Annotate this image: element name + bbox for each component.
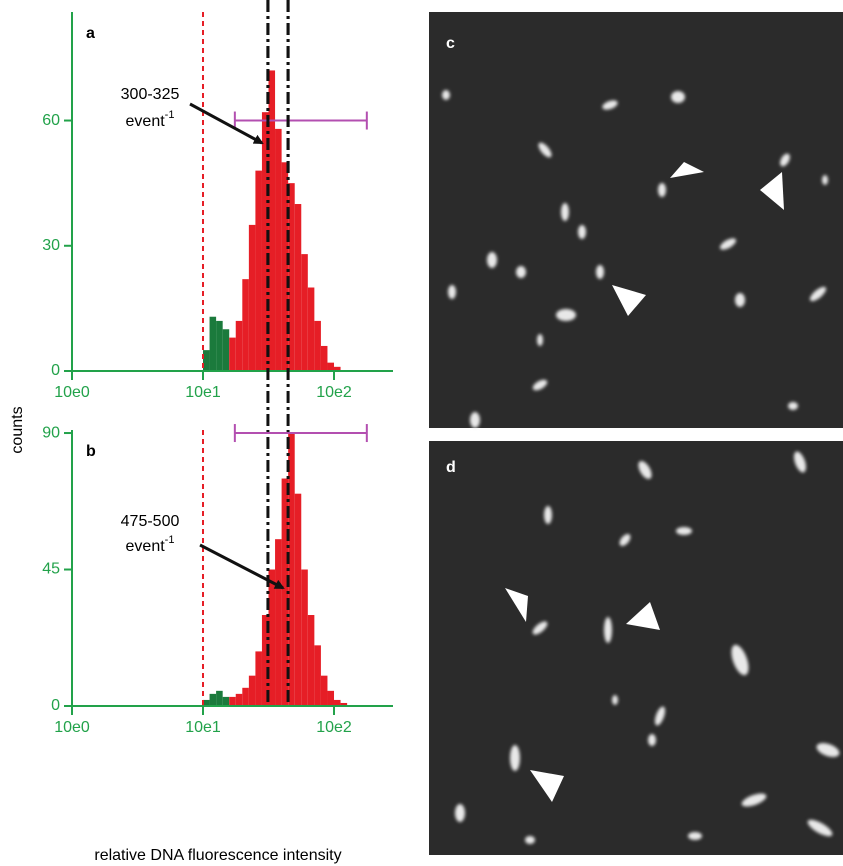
bar [281, 478, 289, 706]
bar [334, 699, 341, 706]
bar [307, 287, 315, 371]
bar [235, 320, 243, 371]
annotation-unit: event-1 [126, 534, 175, 555]
x-tick-label: 10e1 [185, 719, 221, 736]
annotation-power: -1 [165, 109, 175, 121]
bar [235, 693, 243, 706]
x-axis-label: relative DNA fluorescence intensity [94, 847, 341, 864]
panel-letter: b [86, 443, 96, 460]
y-tick-label: 60 [42, 112, 60, 129]
bar [248, 675, 256, 706]
bar [334, 366, 341, 371]
annotation-unit-text: event [126, 113, 166, 130]
bar [314, 320, 321, 371]
micrograph-d: d [429, 441, 843, 855]
bar [229, 696, 236, 706]
bar [281, 162, 289, 371]
y-tick-label: 0 [51, 362, 60, 379]
annotation-unit: event-1 [126, 109, 175, 130]
x-tick-label: 10e2 [316, 384, 352, 401]
bar [209, 316, 217, 371]
y-tick-label: 90 [42, 424, 60, 441]
bar [222, 696, 230, 706]
bar [294, 204, 302, 371]
bar [242, 279, 249, 371]
bar [216, 320, 223, 371]
bar [288, 433, 295, 706]
bar [216, 690, 223, 706]
annotation-arrow [199, 543, 285, 590]
bar [268, 569, 276, 706]
annotation-unit-text: event [126, 538, 166, 555]
x-tick-label: 10e0 [54, 719, 90, 736]
y-tick-label: 0 [51, 697, 60, 714]
bar [229, 337, 236, 371]
x-tick-label: 10e1 [185, 384, 221, 401]
annotation: 300-325 [121, 86, 180, 103]
bar [255, 170, 262, 371]
bar [275, 539, 282, 706]
y-tick-label: 30 [42, 237, 60, 254]
annotation-power: -1 [165, 534, 175, 546]
bar [294, 493, 302, 706]
bar [327, 690, 335, 706]
bar [314, 645, 321, 706]
x-tick-label: 10e0 [54, 384, 90, 401]
bar [301, 254, 308, 371]
bar [340, 702, 348, 706]
bar [255, 651, 262, 706]
bar [209, 693, 217, 706]
x-tick-label: 10e2 [316, 719, 352, 736]
bar [320, 675, 328, 706]
panel-letter: a [86, 25, 95, 42]
micrograph-c: c [429, 12, 843, 428]
bar [301, 569, 308, 706]
annotation: 475-500 [121, 513, 180, 530]
bar [242, 687, 249, 706]
bar [320, 345, 328, 371]
bar [261, 615, 269, 706]
bar [307, 615, 315, 706]
annotation-arrow [189, 102, 264, 145]
bar [248, 224, 256, 371]
bar [203, 350, 210, 371]
y-axis-label: counts [9, 406, 26, 453]
panel-letter: c [446, 35, 455, 52]
bar [222, 329, 230, 371]
bar [261, 112, 269, 372]
bar [275, 128, 282, 371]
bar [268, 70, 276, 371]
bar [327, 362, 335, 371]
bar [203, 699, 210, 706]
bar [288, 183, 295, 371]
panel-letter: d [446, 459, 456, 476]
y-tick-label: 45 [42, 561, 60, 578]
